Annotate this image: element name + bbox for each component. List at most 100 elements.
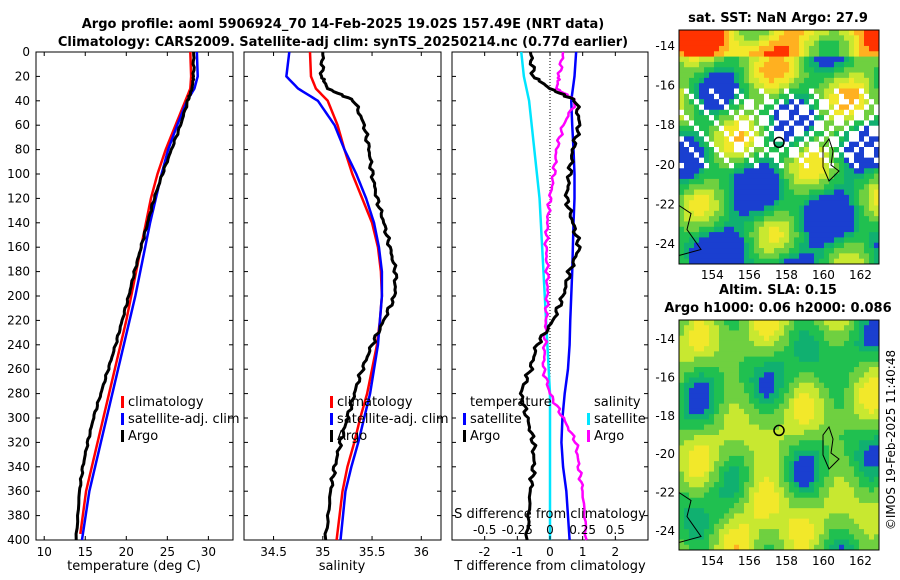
map-cell <box>779 340 785 347</box>
map-cell <box>794 237 800 244</box>
map-cell <box>694 529 700 535</box>
map-cell <box>789 216 795 222</box>
map-cell <box>779 258 785 265</box>
map-cell <box>819 534 825 541</box>
x-tick-label: 25 <box>160 545 175 559</box>
map-cell <box>774 104 780 111</box>
map-cell <box>834 529 840 535</box>
legend-marker-satellite <box>121 413 124 425</box>
map-cell <box>794 35 800 42</box>
map-cell <box>844 513 850 520</box>
map-cell <box>699 248 705 254</box>
map-cell <box>724 529 730 535</box>
map-cell <box>719 461 725 467</box>
map-cell <box>834 67 840 74</box>
map-cell <box>874 482 880 488</box>
map-cell <box>739 356 745 363</box>
map-cell <box>804 152 810 159</box>
map-cell <box>774 152 780 159</box>
map-cell <box>754 429 760 436</box>
map-cell <box>724 424 730 431</box>
map-cell <box>869 414 875 420</box>
map-cell <box>734 450 740 457</box>
map-cell <box>864 377 870 384</box>
map-cell <box>694 346 700 352</box>
map-cell <box>704 408 710 415</box>
map-cell <box>774 189 780 196</box>
map-cell <box>714 450 720 457</box>
map-cell <box>779 361 785 368</box>
map-cell <box>699 482 705 488</box>
map-cell <box>724 356 730 363</box>
map-cell <box>724 184 730 191</box>
map-cell <box>834 88 840 95</box>
map-cell <box>764 210 770 217</box>
map-cell <box>799 482 805 488</box>
map-cell <box>809 508 815 514</box>
map-cell <box>729 518 735 525</box>
map-cell <box>684 335 690 342</box>
map-cell <box>699 382 705 389</box>
map-cell <box>804 424 810 431</box>
map-cell <box>834 93 840 100</box>
map-cell <box>719 361 725 368</box>
map-cell <box>754 115 760 121</box>
map-cell <box>684 361 690 368</box>
map-cell <box>799 162 805 169</box>
map-cell <box>719 367 725 373</box>
map-cell <box>799 258 805 265</box>
map-cell <box>799 471 805 478</box>
map-cell <box>769 377 775 384</box>
map-cell <box>679 492 685 499</box>
map-cell <box>774 178 780 185</box>
map-cell <box>854 237 860 244</box>
map-cell <box>709 403 715 410</box>
map-cell <box>734 83 740 89</box>
map-cell <box>804 320 810 326</box>
map-cell <box>704 40 710 47</box>
map-cell <box>704 351 710 358</box>
map-cell <box>724 440 730 446</box>
map-cell <box>799 216 805 222</box>
map-cell <box>749 35 755 42</box>
map-cell <box>724 210 730 217</box>
map-cell <box>804 61 810 68</box>
map-cell <box>799 131 805 137</box>
map-cell <box>869 83 875 89</box>
map-cell <box>679 361 685 368</box>
map-cell <box>679 99 685 105</box>
map-cell <box>684 125 690 132</box>
map-cell <box>834 232 840 238</box>
map-cell <box>739 325 745 331</box>
map-cell <box>794 77 800 84</box>
map-cell <box>804 466 810 473</box>
map-cell <box>744 414 750 420</box>
map-cell <box>794 104 800 111</box>
map-cell <box>704 471 710 478</box>
map-cell <box>754 476 760 483</box>
map-cell <box>744 382 750 389</box>
map-cell <box>844 200 850 206</box>
map-cell <box>844 398 850 405</box>
map-cell <box>839 221 845 228</box>
map-cell <box>744 320 750 326</box>
map-cell <box>839 361 845 368</box>
map-cell <box>699 67 705 74</box>
map-cell <box>864 367 870 373</box>
map-cell <box>719 189 725 196</box>
map-cell <box>834 61 840 68</box>
map-cell <box>824 157 830 164</box>
map-cell <box>824 513 830 520</box>
map-cell <box>759 492 765 499</box>
map-cell <box>834 387 840 394</box>
map-cell <box>759 387 765 394</box>
map-cell <box>849 77 855 84</box>
map-cell <box>764 216 770 222</box>
map-cell <box>719 109 725 116</box>
map-cell <box>684 351 690 358</box>
map-cell <box>804 476 810 483</box>
map-cell <box>844 141 850 148</box>
map-cell <box>704 455 710 462</box>
map-cell <box>799 367 805 373</box>
map-cell <box>739 523 745 530</box>
